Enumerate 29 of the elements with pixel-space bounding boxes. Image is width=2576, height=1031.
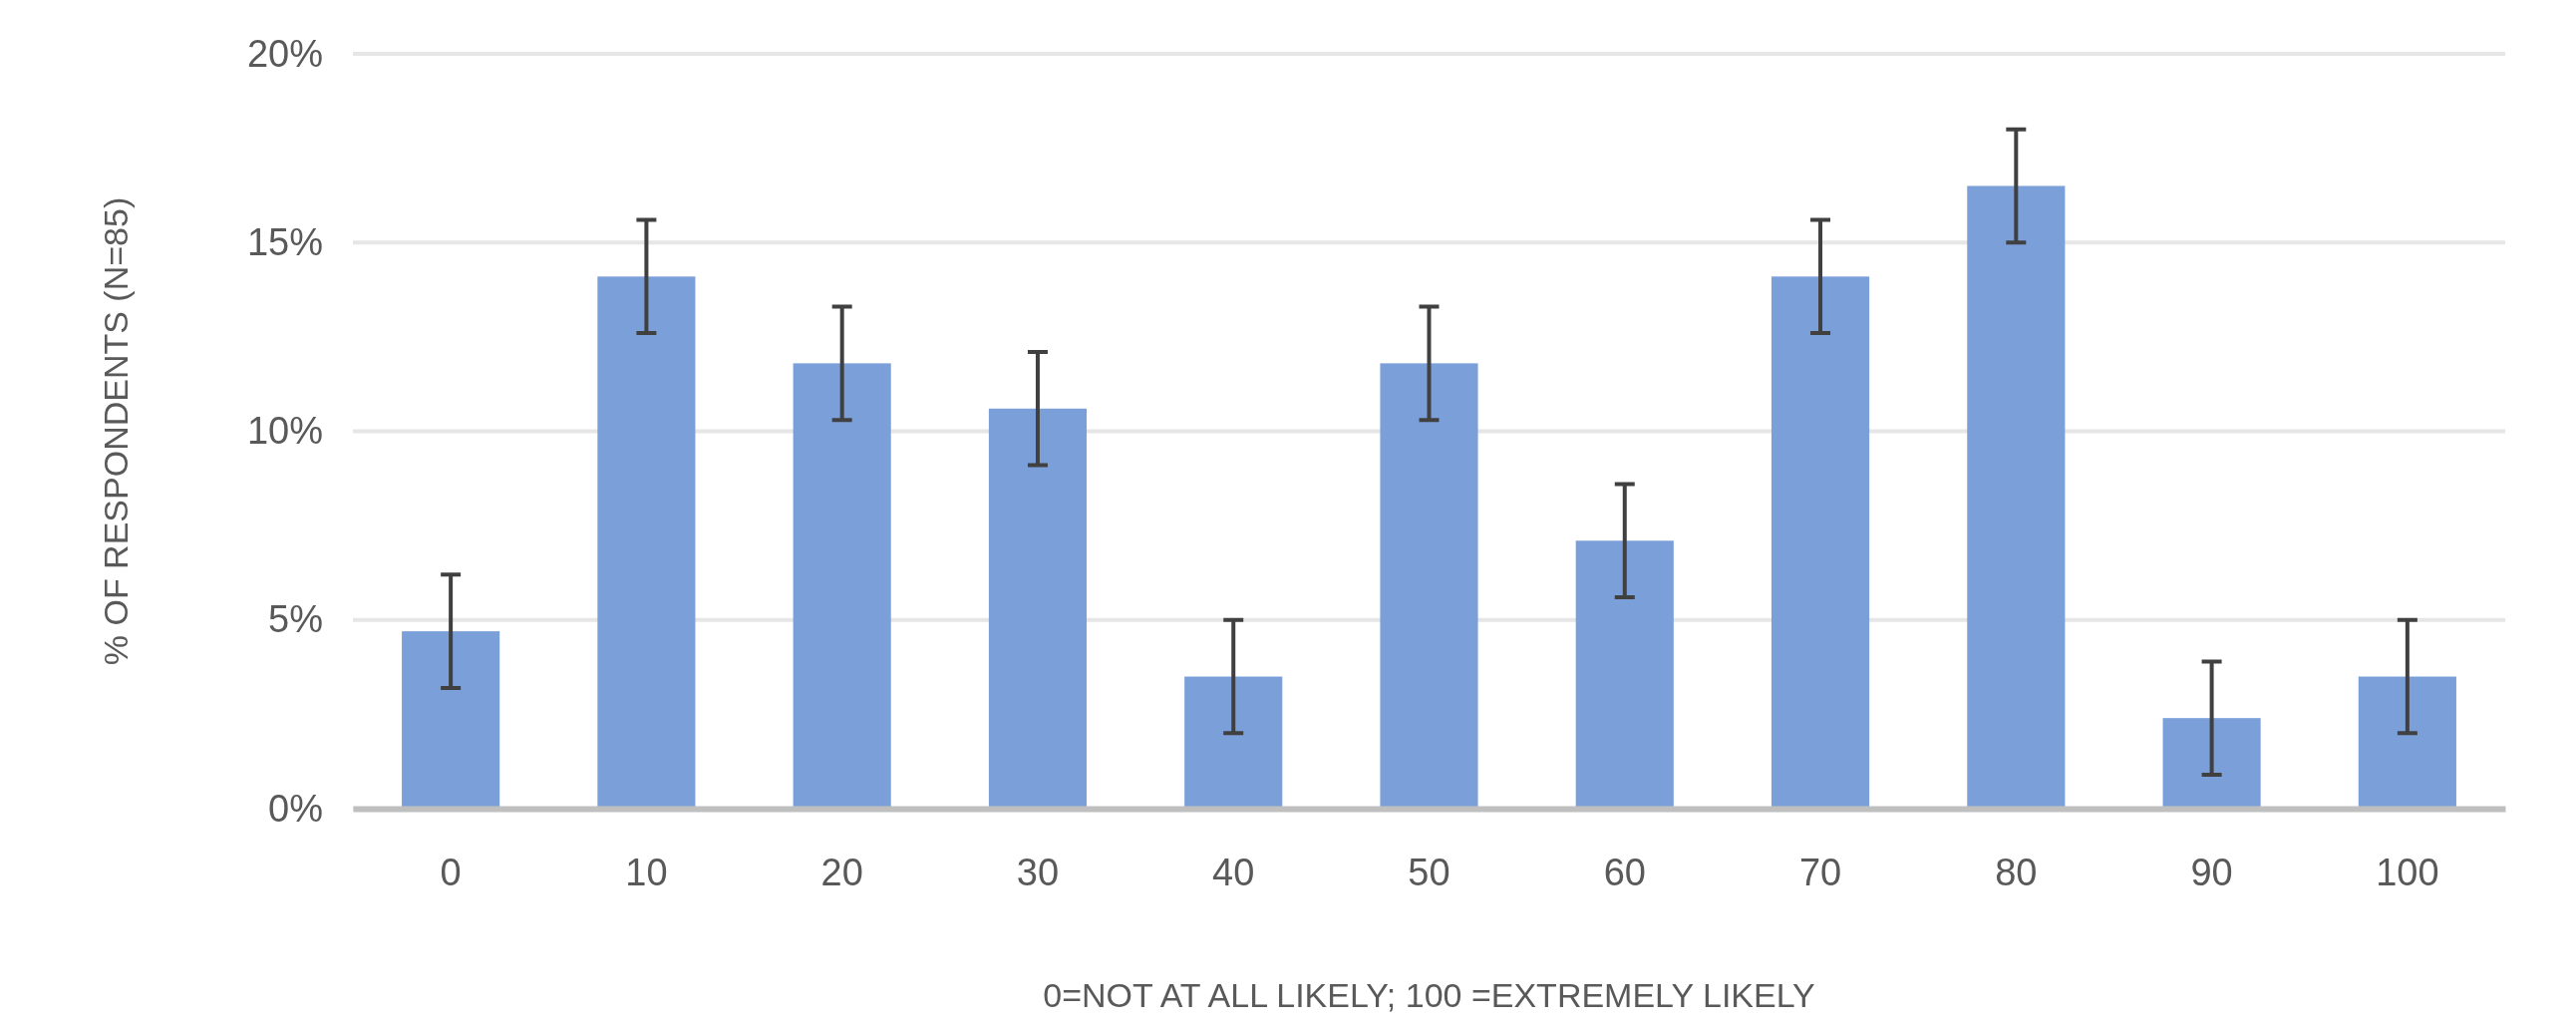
y-tick-label: 20%: [246, 32, 323, 75]
x-tick-label: 80: [1995, 851, 2038, 893]
x-tick-label: 0: [440, 851, 462, 893]
y-tick-label: 5%: [268, 598, 323, 641]
y-tick-label: 10%: [246, 410, 323, 453]
x-axis-title: 0=NOT AT ALL LIKELY; 100 =EXTREMELY LIKELY: [1043, 976, 1815, 1014]
x-tick-label: 70: [1798, 851, 1842, 893]
bar: [2358, 676, 2456, 809]
x-tick-label: 90: [2190, 851, 2233, 893]
bar: [793, 363, 891, 809]
bar: [1967, 185, 2066, 809]
bar: [1380, 363, 1478, 809]
bar: [1771, 276, 1870, 809]
bar: [2162, 718, 2261, 809]
x-tick-label: 60: [1603, 851, 1646, 893]
x-tick-label: 40: [1212, 851, 1255, 893]
bar: [402, 631, 500, 809]
y-tick-label: 15%: [246, 220, 323, 263]
bar: [1575, 540, 1674, 809]
bar: [597, 276, 696, 809]
bar: [1184, 676, 1283, 809]
x-tick-label: 100: [2376, 851, 2439, 893]
x-tick-label: 30: [1016, 851, 1060, 893]
x-tick-label: 10: [625, 851, 668, 893]
x-tick-label: 20: [820, 851, 863, 893]
x-tick-label: 50: [1408, 851, 1450, 893]
y-axis-title: % OF RESPONDENTS (N=85): [97, 196, 135, 666]
y-tick-label: 0%: [268, 787, 323, 830]
bar: [988, 408, 1088, 809]
